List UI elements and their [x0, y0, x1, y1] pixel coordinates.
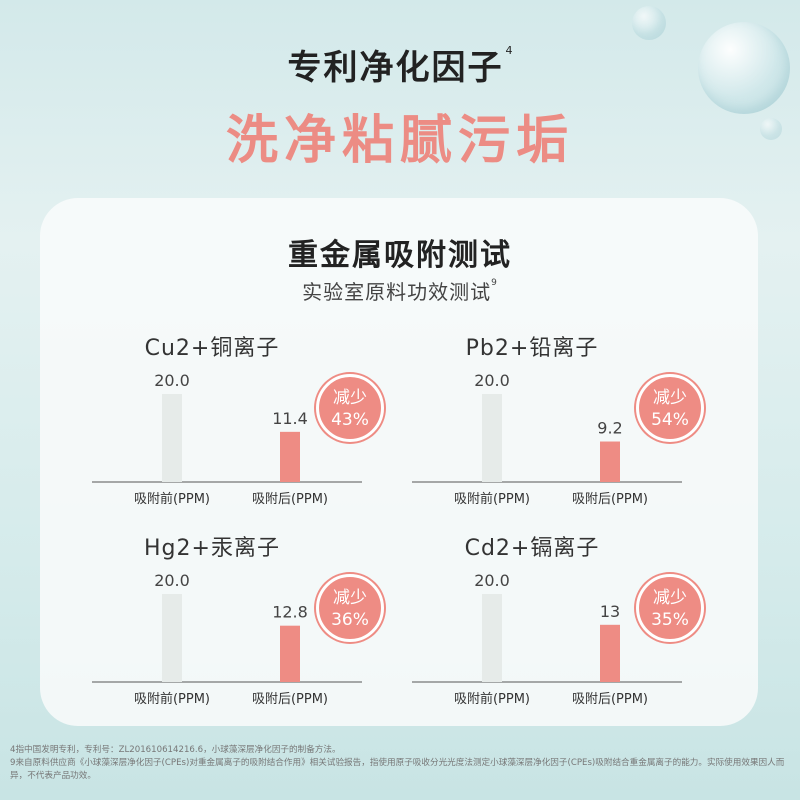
bar-chart-svg: 20.0 吸附前(PPM) 9.2 吸附后(PPM) [412, 371, 682, 507]
badge-label: 减少 [333, 388, 367, 408]
water-bubble-large [698, 22, 790, 114]
reduction-badge: 减少 35% [636, 574, 704, 642]
chart-hg: Hg2+汞离子 20.0 吸附前(PPM) 12.8 吸附后(PPM) 减少 36% [62, 530, 384, 710]
bar-chart-svg: 20.0 吸附前(PPM) 13 吸附后(PPM) [412, 571, 682, 707]
card-title: 重金属吸附测试 [288, 238, 512, 273]
bar-before [162, 594, 182, 682]
water-bubble-tiny [760, 118, 782, 140]
value-label: 9.2 [597, 419, 622, 438]
category-label: 吸附后(PPM) [252, 492, 328, 507]
bar-after [600, 441, 620, 482]
bar-chart-svg: 20.0 吸附前(PPM) 11.4 吸附后(PPM) [92, 371, 362, 507]
value-label: 20.0 [154, 571, 190, 590]
footnote-4: 4指中国发明专利，专利号：ZL201610614216.6，小球藻深层净化因子的… [10, 745, 341, 755]
card-subtitle: 实验室原料功效测试9 [302, 278, 498, 304]
badge-value: 54% [651, 410, 689, 430]
category-label: 吸附前(PPM) [134, 491, 210, 507]
category-label: 吸附后(PPM) [572, 492, 648, 507]
footnote-9: 9来自原料供应商《小球藻深层净化因子(CPEs)对重金属离子的吸附结合作用》相关… [10, 758, 785, 781]
bar-after [280, 625, 300, 682]
badge-value: 36% [331, 610, 369, 630]
test-card [40, 198, 758, 726]
title-footnote-mark: 4 [505, 44, 515, 57]
reduction-badge: 减少 43% [316, 374, 384, 442]
footnotes: 4指中国发明专利，专利号：ZL201610614216.6，小球藻深层净化因子的… [10, 744, 795, 783]
chart-pb: Pb2+铅离子 20.0 吸附前(PPM) 9.2 吸附后(PPM) 减少 54% [382, 330, 704, 510]
badge-label: 减少 [653, 588, 687, 608]
bar-chart-svg: 20.0 吸附前(PPM) 12.8 吸附后(PPM) [92, 571, 362, 707]
water-bubble-small [632, 6, 666, 40]
reduction-badge: 减少 54% [636, 374, 704, 442]
value-label: 12.8 [272, 603, 308, 622]
bar-after [600, 624, 620, 682]
value-label: 13 [600, 602, 620, 621]
chart-title: Cu2+铜离子 [144, 336, 280, 361]
page-title: 专利净化因子 4 [287, 44, 515, 88]
bar-before [482, 594, 502, 682]
value-label: 11.4 [272, 409, 308, 428]
category-label: 吸附前(PPM) [454, 691, 530, 707]
chart-cu: Cu2+铜离子 20.0 吸附前(PPM) 11.4 吸附后(PPM) 减少 43% [62, 330, 384, 510]
chart-title: Cd2+镉离子 [464, 536, 600, 561]
value-label: 20.0 [474, 571, 510, 590]
chart-cd: Cd2+镉离子 20.0 吸附前(PPM) 13 吸附后(PPM) 减少 35% [382, 530, 704, 710]
bar-after [280, 431, 300, 482]
badge-label: 减少 [653, 388, 687, 408]
reduction-badge: 减少 36% [316, 574, 384, 642]
chart-title: Pb2+铅离子 [465, 336, 599, 361]
category-label: 吸附前(PPM) [134, 691, 210, 707]
value-label: 20.0 [154, 371, 190, 390]
value-label: 20.0 [474, 371, 510, 390]
headline: 洗净粘腻污垢 [225, 111, 574, 171]
bar-before [482, 394, 502, 482]
badge-value: 43% [331, 410, 369, 430]
category-label: 吸附后(PPM) [252, 692, 328, 707]
badge-label: 减少 [333, 588, 367, 608]
category-label: 吸附前(PPM) [454, 491, 530, 507]
category-label: 吸附后(PPM) [572, 692, 648, 707]
badge-value: 35% [651, 610, 689, 630]
subtitle-footnote-mark: 9 [491, 278, 498, 288]
chart-title: Hg2+汞离子 [144, 536, 280, 561]
bar-before [162, 394, 182, 482]
